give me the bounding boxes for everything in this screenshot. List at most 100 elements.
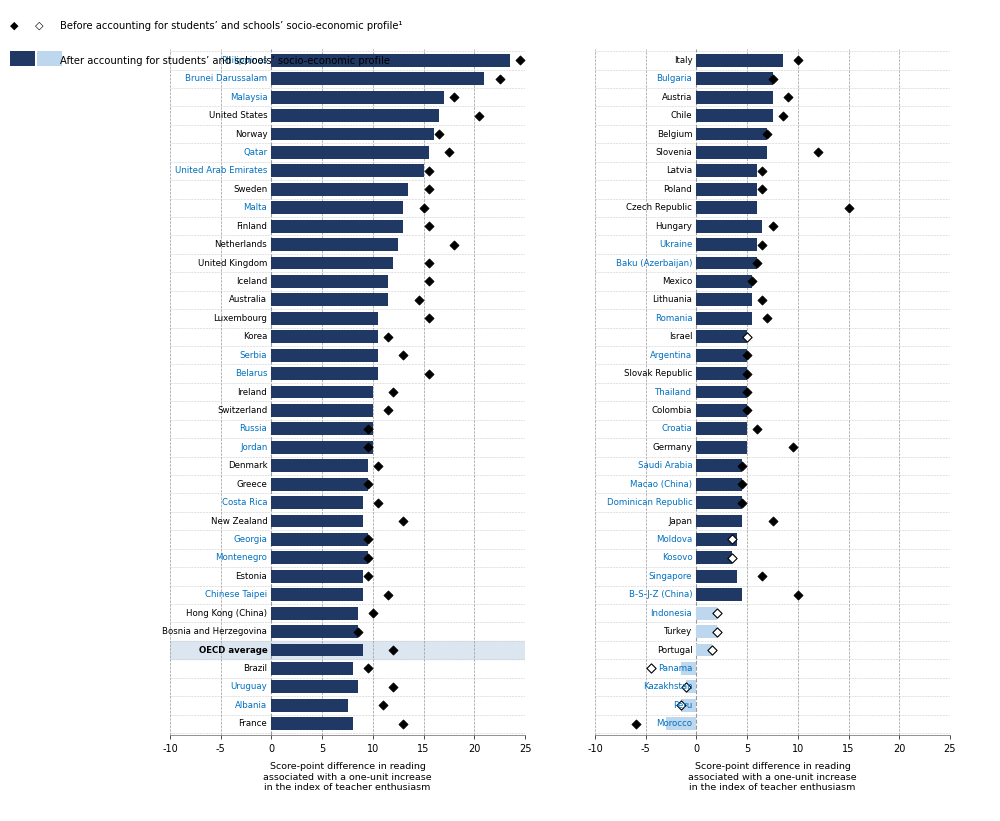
Bar xyxy=(696,146,767,159)
Bar xyxy=(686,681,696,693)
Text: B-S-J-Z (China): B-S-J-Z (China) xyxy=(629,590,692,599)
Point xyxy=(749,422,765,435)
Bar xyxy=(271,570,363,583)
Text: Latvia: Latvia xyxy=(666,167,692,176)
Text: Serbia: Serbia xyxy=(240,351,267,360)
Point xyxy=(395,515,411,528)
Text: Chinese Taipei: Chinese Taipei xyxy=(205,590,267,599)
X-axis label: Score-point difference in reading
associated with a one-unit increase
in the ind: Score-point difference in reading associ… xyxy=(263,762,432,792)
Bar xyxy=(696,109,772,122)
Point xyxy=(754,238,770,251)
Bar xyxy=(696,275,752,288)
Point xyxy=(360,441,376,454)
Bar xyxy=(271,183,408,195)
Point xyxy=(410,293,426,306)
Bar xyxy=(271,589,363,601)
Bar xyxy=(681,699,696,712)
Text: Japan: Japan xyxy=(668,516,692,525)
Bar xyxy=(696,257,757,269)
Text: Australia: Australia xyxy=(229,296,267,305)
Text: Ireland: Ireland xyxy=(238,388,267,397)
Text: Slovak Republic: Slovak Republic xyxy=(624,369,692,378)
Point xyxy=(810,146,826,159)
Bar xyxy=(271,644,363,657)
Point xyxy=(739,330,755,343)
Text: Uruguay: Uruguay xyxy=(231,682,267,691)
Bar xyxy=(696,183,757,195)
Bar xyxy=(271,459,368,472)
Point xyxy=(395,349,411,362)
Point xyxy=(446,90,462,103)
Bar xyxy=(696,220,762,232)
Point xyxy=(416,201,432,214)
Text: Netherlands: Netherlands xyxy=(215,240,267,249)
Text: Russia: Russia xyxy=(240,424,267,433)
Text: Finland: Finland xyxy=(236,222,267,231)
Text: Ukraine: Ukraine xyxy=(659,240,692,249)
Point xyxy=(380,404,396,417)
Bar xyxy=(681,662,696,675)
Point xyxy=(759,312,775,325)
Point xyxy=(749,256,765,269)
Point xyxy=(385,386,401,399)
Text: Bulgaria: Bulgaria xyxy=(657,74,692,83)
Point xyxy=(764,72,780,85)
Point xyxy=(754,164,770,177)
Bar xyxy=(271,625,358,638)
Point xyxy=(380,330,396,343)
Bar xyxy=(696,238,757,251)
Point xyxy=(764,515,780,528)
Text: Greece: Greece xyxy=(236,479,267,488)
Bar xyxy=(271,699,348,712)
Bar xyxy=(271,681,358,693)
Text: Philippines: Philippines xyxy=(221,56,267,65)
Text: Slovenia: Slovenia xyxy=(656,148,692,157)
Point xyxy=(643,662,659,675)
Text: Colombia: Colombia xyxy=(652,406,692,415)
Bar xyxy=(271,72,484,85)
Point xyxy=(780,90,796,103)
Bar xyxy=(696,293,752,306)
Point xyxy=(360,552,376,565)
Bar xyxy=(696,625,717,638)
Bar xyxy=(696,386,747,398)
Point xyxy=(350,625,366,638)
Text: Estonia: Estonia xyxy=(236,571,267,580)
Text: Peru: Peru xyxy=(673,701,692,710)
Point xyxy=(790,588,806,601)
Bar xyxy=(271,404,373,417)
Text: Malta: Malta xyxy=(244,204,267,213)
Point xyxy=(446,238,462,251)
Bar xyxy=(271,386,373,398)
Text: Baku (Azerbaijan): Baku (Azerbaijan) xyxy=(616,259,692,268)
Point xyxy=(421,164,437,177)
Bar xyxy=(271,552,368,564)
Point xyxy=(790,53,806,67)
Text: Norway: Norway xyxy=(235,130,267,139)
Text: United Kingdom: United Kingdom xyxy=(198,259,267,268)
Point xyxy=(759,127,775,140)
Bar xyxy=(271,515,363,527)
Text: Israel: Israel xyxy=(669,333,692,342)
Bar xyxy=(666,718,696,730)
Text: Singapore: Singapore xyxy=(649,571,692,580)
Bar xyxy=(696,533,737,546)
Bar xyxy=(696,201,757,214)
Point xyxy=(360,422,376,435)
Point xyxy=(375,699,391,712)
Bar xyxy=(271,293,388,306)
Bar xyxy=(696,404,747,417)
Bar xyxy=(271,275,388,288)
Bar xyxy=(271,533,368,546)
Bar xyxy=(271,607,358,620)
Text: Austria: Austria xyxy=(662,93,692,102)
Point xyxy=(370,496,386,509)
Point xyxy=(739,349,755,362)
Text: Romania: Romania xyxy=(655,314,692,323)
Bar xyxy=(696,644,712,657)
Bar xyxy=(271,330,378,343)
Bar xyxy=(696,459,742,472)
Point xyxy=(739,386,755,399)
Text: Macao (China): Macao (China) xyxy=(630,479,692,488)
Text: United States: United States xyxy=(209,111,267,120)
